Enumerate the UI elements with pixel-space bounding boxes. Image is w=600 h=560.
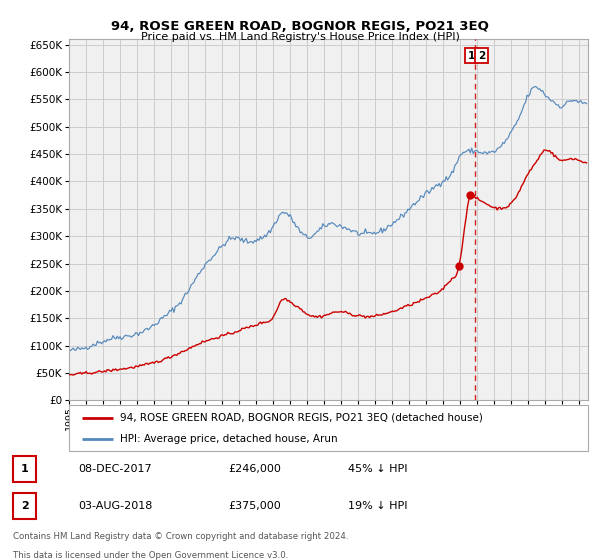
Text: £246,000: £246,000 — [228, 464, 281, 474]
Text: 45% ↓ HPI: 45% ↓ HPI — [348, 464, 407, 474]
Text: HPI: Average price, detached house, Arun: HPI: Average price, detached house, Arun — [120, 435, 337, 444]
Text: Price paid vs. HM Land Registry's House Price Index (HPI): Price paid vs. HM Land Registry's House … — [140, 32, 460, 43]
Text: 03-AUG-2018: 03-AUG-2018 — [78, 501, 152, 511]
Text: Contains HM Land Registry data © Crown copyright and database right 2024.: Contains HM Land Registry data © Crown c… — [13, 533, 349, 542]
FancyBboxPatch shape — [13, 493, 36, 520]
Text: 94, ROSE GREEN ROAD, BOGNOR REGIS, PO21 3EQ: 94, ROSE GREEN ROAD, BOGNOR REGIS, PO21 … — [111, 20, 489, 32]
FancyBboxPatch shape — [13, 456, 36, 482]
FancyBboxPatch shape — [69, 405, 588, 451]
Text: 1: 1 — [467, 50, 475, 60]
Text: 2: 2 — [478, 50, 485, 60]
Text: £375,000: £375,000 — [228, 501, 281, 511]
Text: 94, ROSE GREEN ROAD, BOGNOR REGIS, PO21 3EQ (detached house): 94, ROSE GREEN ROAD, BOGNOR REGIS, PO21 … — [120, 413, 483, 423]
Text: 19% ↓ HPI: 19% ↓ HPI — [348, 501, 407, 511]
Text: This data is licensed under the Open Government Licence v3.0.: This data is licensed under the Open Gov… — [13, 550, 289, 559]
Text: 1: 1 — [21, 464, 28, 474]
Text: 08-DEC-2017: 08-DEC-2017 — [78, 464, 152, 474]
Text: 2: 2 — [21, 501, 28, 511]
